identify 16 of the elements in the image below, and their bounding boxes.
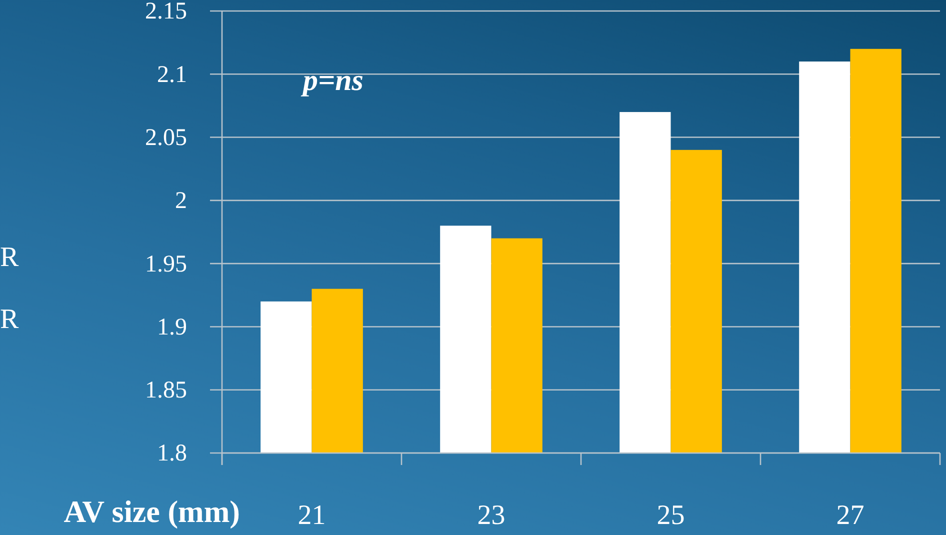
y-tick-label: 2.15 — [145, 0, 187, 25]
text: R — [0, 242, 19, 273]
x-tick-label: 23 — [477, 500, 506, 531]
x-tick-label: 25 — [656, 500, 685, 531]
x-tick-label: 21 — [298, 500, 326, 531]
y-tick-label: 1.9 — [157, 314, 187, 340]
x-axis-title: AV size (mm) — [64, 494, 240, 529]
y-tick-label: 2.05 — [145, 124, 187, 151]
y-tick-label: 1.8 — [157, 440, 187, 467]
y-tick-label: 2.1 — [157, 62, 187, 88]
y-tick-label: 1.95 — [145, 251, 187, 278]
x-tick-label: 27 — [836, 500, 864, 531]
text: R — [0, 304, 19, 335]
y-tick-label: 2 — [175, 188, 187, 214]
y-tick-label: 1.85 — [145, 378, 187, 404]
annotation: p=ns — [300, 64, 364, 97]
